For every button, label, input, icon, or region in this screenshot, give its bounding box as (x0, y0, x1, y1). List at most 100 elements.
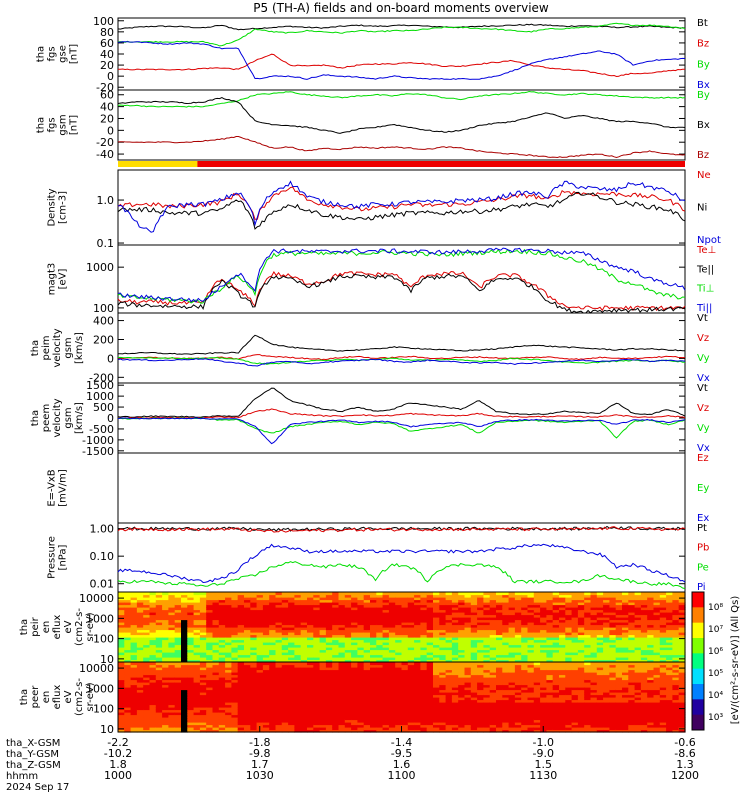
heatmap-cell (622, 719, 629, 723)
heatmap-cell (124, 669, 132, 673)
heatmap-cell (590, 649, 598, 653)
heatmap-cell (262, 659, 270, 663)
heatmap-cell (231, 662, 239, 666)
heatmap-cell (615, 642, 623, 646)
heatmap-cell (571, 632, 579, 636)
heatmap-cell (666, 592, 673, 596)
heatmap-cell (527, 677, 535, 681)
heatmap-cell (577, 592, 585, 596)
heatmap-cell (571, 704, 579, 708)
heatmap-cell (603, 642, 610, 646)
heatmap-cell (181, 682, 188, 686)
heatmap-cell (155, 682, 163, 686)
heatmap-cell (262, 719, 270, 723)
heatmap-cell (407, 692, 415, 696)
heatmap-cell (577, 704, 585, 708)
heatmap-cell (622, 712, 629, 716)
heatmap-cell (609, 687, 617, 691)
heatmap-cell (281, 607, 289, 611)
heatmap-cell (250, 669, 258, 673)
heatmap-cell (262, 672, 270, 676)
heatmap-cell (470, 607, 478, 611)
heatmap-cell (313, 712, 321, 716)
heatmap-cell (181, 617, 188, 621)
heatmap-cell (483, 664, 491, 668)
heatmap-cell (496, 629, 503, 633)
heatmap-cell (584, 679, 592, 683)
heatmap-cell (571, 682, 579, 686)
heatmap-cell (370, 622, 377, 626)
series-line (117, 90, 686, 108)
heatmap-cell (344, 652, 352, 656)
heatmap-cell (533, 712, 541, 716)
heatmap-cell (319, 692, 327, 696)
heatmap-cell (269, 692, 277, 696)
heatmap-cell (521, 634, 529, 638)
heatmap-cell (218, 697, 226, 701)
y-axis-label: tha (30, 410, 41, 426)
heatmap-cell (426, 672, 434, 676)
heatmap-cell (603, 609, 610, 613)
heatmap-cell (527, 609, 535, 613)
heatmap-cell (426, 694, 434, 698)
heatmap-cell (407, 599, 415, 603)
heatmap-cell (313, 682, 321, 686)
heatmap-cell (508, 712, 516, 716)
heatmap-cell (596, 624, 604, 628)
heatmap-cell (540, 719, 547, 723)
heatmap-cell (181, 649, 188, 653)
heatmap-cell (193, 714, 201, 718)
heatmap-cell (395, 694, 403, 698)
heatmap-cell (533, 602, 541, 606)
panel-frame (117, 89, 686, 161)
heatmap-cell (351, 597, 358, 601)
heatmap-cell (244, 599, 251, 603)
heatmap-cell (628, 612, 636, 616)
heatmap-cell (445, 699, 453, 703)
heatmap-cell (666, 642, 673, 646)
heatmap-cell (502, 667, 510, 671)
heatmap-cell (174, 667, 182, 671)
heatmap-cell (262, 657, 270, 661)
heatmap-cell (143, 652, 151, 656)
heatmap-cell (533, 604, 541, 608)
heatmap-cell (577, 669, 585, 673)
heatmap-cell (307, 607, 314, 611)
heatmap-cell (521, 624, 529, 628)
heatmap-cell (596, 697, 604, 701)
heatmap-cell (464, 687, 472, 691)
heatmap-cell (464, 707, 472, 711)
heatmap-cell (187, 704, 195, 708)
heatmap-cell (546, 639, 554, 643)
heatmap-cell (212, 629, 220, 633)
heatmap-cell (552, 714, 560, 718)
heatmap-cell (609, 639, 617, 643)
heatmap-cell (584, 707, 592, 711)
heatmap-cell (609, 637, 617, 641)
heatmap-cell (319, 697, 327, 701)
heatmap-cell (338, 712, 346, 716)
heatmap-cell (571, 727, 579, 731)
heatmap-cell (382, 647, 390, 651)
heatmap-cell (244, 642, 251, 646)
heatmap-cell (533, 669, 541, 673)
heatmap-cell (313, 654, 321, 658)
heatmap-cell (162, 602, 169, 606)
heatmap-cell (483, 602, 491, 606)
heatmap-cell (237, 617, 245, 621)
heatmap-cell (294, 672, 302, 676)
y-tick-label: 1000 (86, 612, 114, 625)
heatmap-cell (294, 594, 302, 598)
heatmap-cell (269, 702, 277, 706)
heatmap-cell (231, 652, 239, 656)
heatmap-cell (199, 654, 207, 658)
y-tick-label: 100 (93, 15, 114, 28)
heatmap-cell (653, 647, 661, 651)
heatmap-cell (376, 692, 384, 696)
heatmap-cell (678, 622, 686, 626)
heatmap-cell (622, 692, 629, 696)
heatmap-cell (269, 672, 277, 676)
heatmap-cell (275, 644, 283, 648)
heatmap-cell (596, 627, 604, 631)
